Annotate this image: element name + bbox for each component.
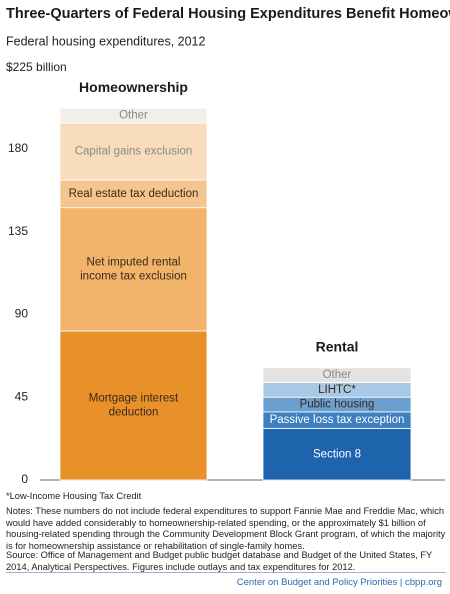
segment-label: Public housing — [300, 399, 375, 411]
bar-segment — [59, 107, 208, 124]
footer: Center on Budget and Policy Priorities |… — [236, 577, 442, 588]
y-tick-label: 90 — [15, 307, 29, 321]
segment-label: Mortgage interest — [89, 393, 179, 405]
bar-segment — [59, 122, 208, 181]
y-tick-label: 45 — [15, 389, 29, 403]
source: Source: Office of Management and Budget … — [6, 550, 433, 572]
footer-rule — [6, 572, 446, 573]
segment-label: LIHTC* — [318, 384, 356, 396]
segment-label: Capital gains exclusion — [75, 146, 193, 158]
y-tick-label: 135 — [8, 224, 28, 238]
notes: Notes: These numbers do not include fede… — [6, 506, 446, 551]
y-tick-label: 180 — [8, 141, 28, 155]
bar-segment — [262, 428, 412, 481]
chart-title: Three-Quarters of Federal Housing Expend… — [6, 6, 450, 22]
segment-label: Real estate tax deduction — [69, 188, 199, 200]
segment-label: Net imputed rental — [87, 256, 181, 268]
bar-segment — [262, 367, 412, 383]
segment-label: income tax exclusion — [80, 270, 187, 282]
segment-label: Section 8 — [313, 448, 361, 460]
chart-subtitle: Federal housing expenditures, 2012 — [6, 34, 205, 48]
segment-label: deduction — [109, 407, 159, 419]
bar-name: Homeownership — [79, 79, 188, 95]
segment-label: Passive loss tax exception — [270, 414, 405, 426]
bar-segment — [59, 330, 208, 481]
y-tick-label: 0 — [21, 472, 28, 486]
segment-label: Other — [323, 369, 352, 381]
bar-segment — [59, 179, 208, 209]
bar-name: Rental — [316, 338, 359, 354]
segment-label: Other — [119, 110, 148, 122]
bar-segment — [59, 207, 208, 332]
y-tick-label: $225 billion — [6, 60, 67, 74]
footnote: *Low-Income Housing Tax Credit — [6, 491, 142, 501]
